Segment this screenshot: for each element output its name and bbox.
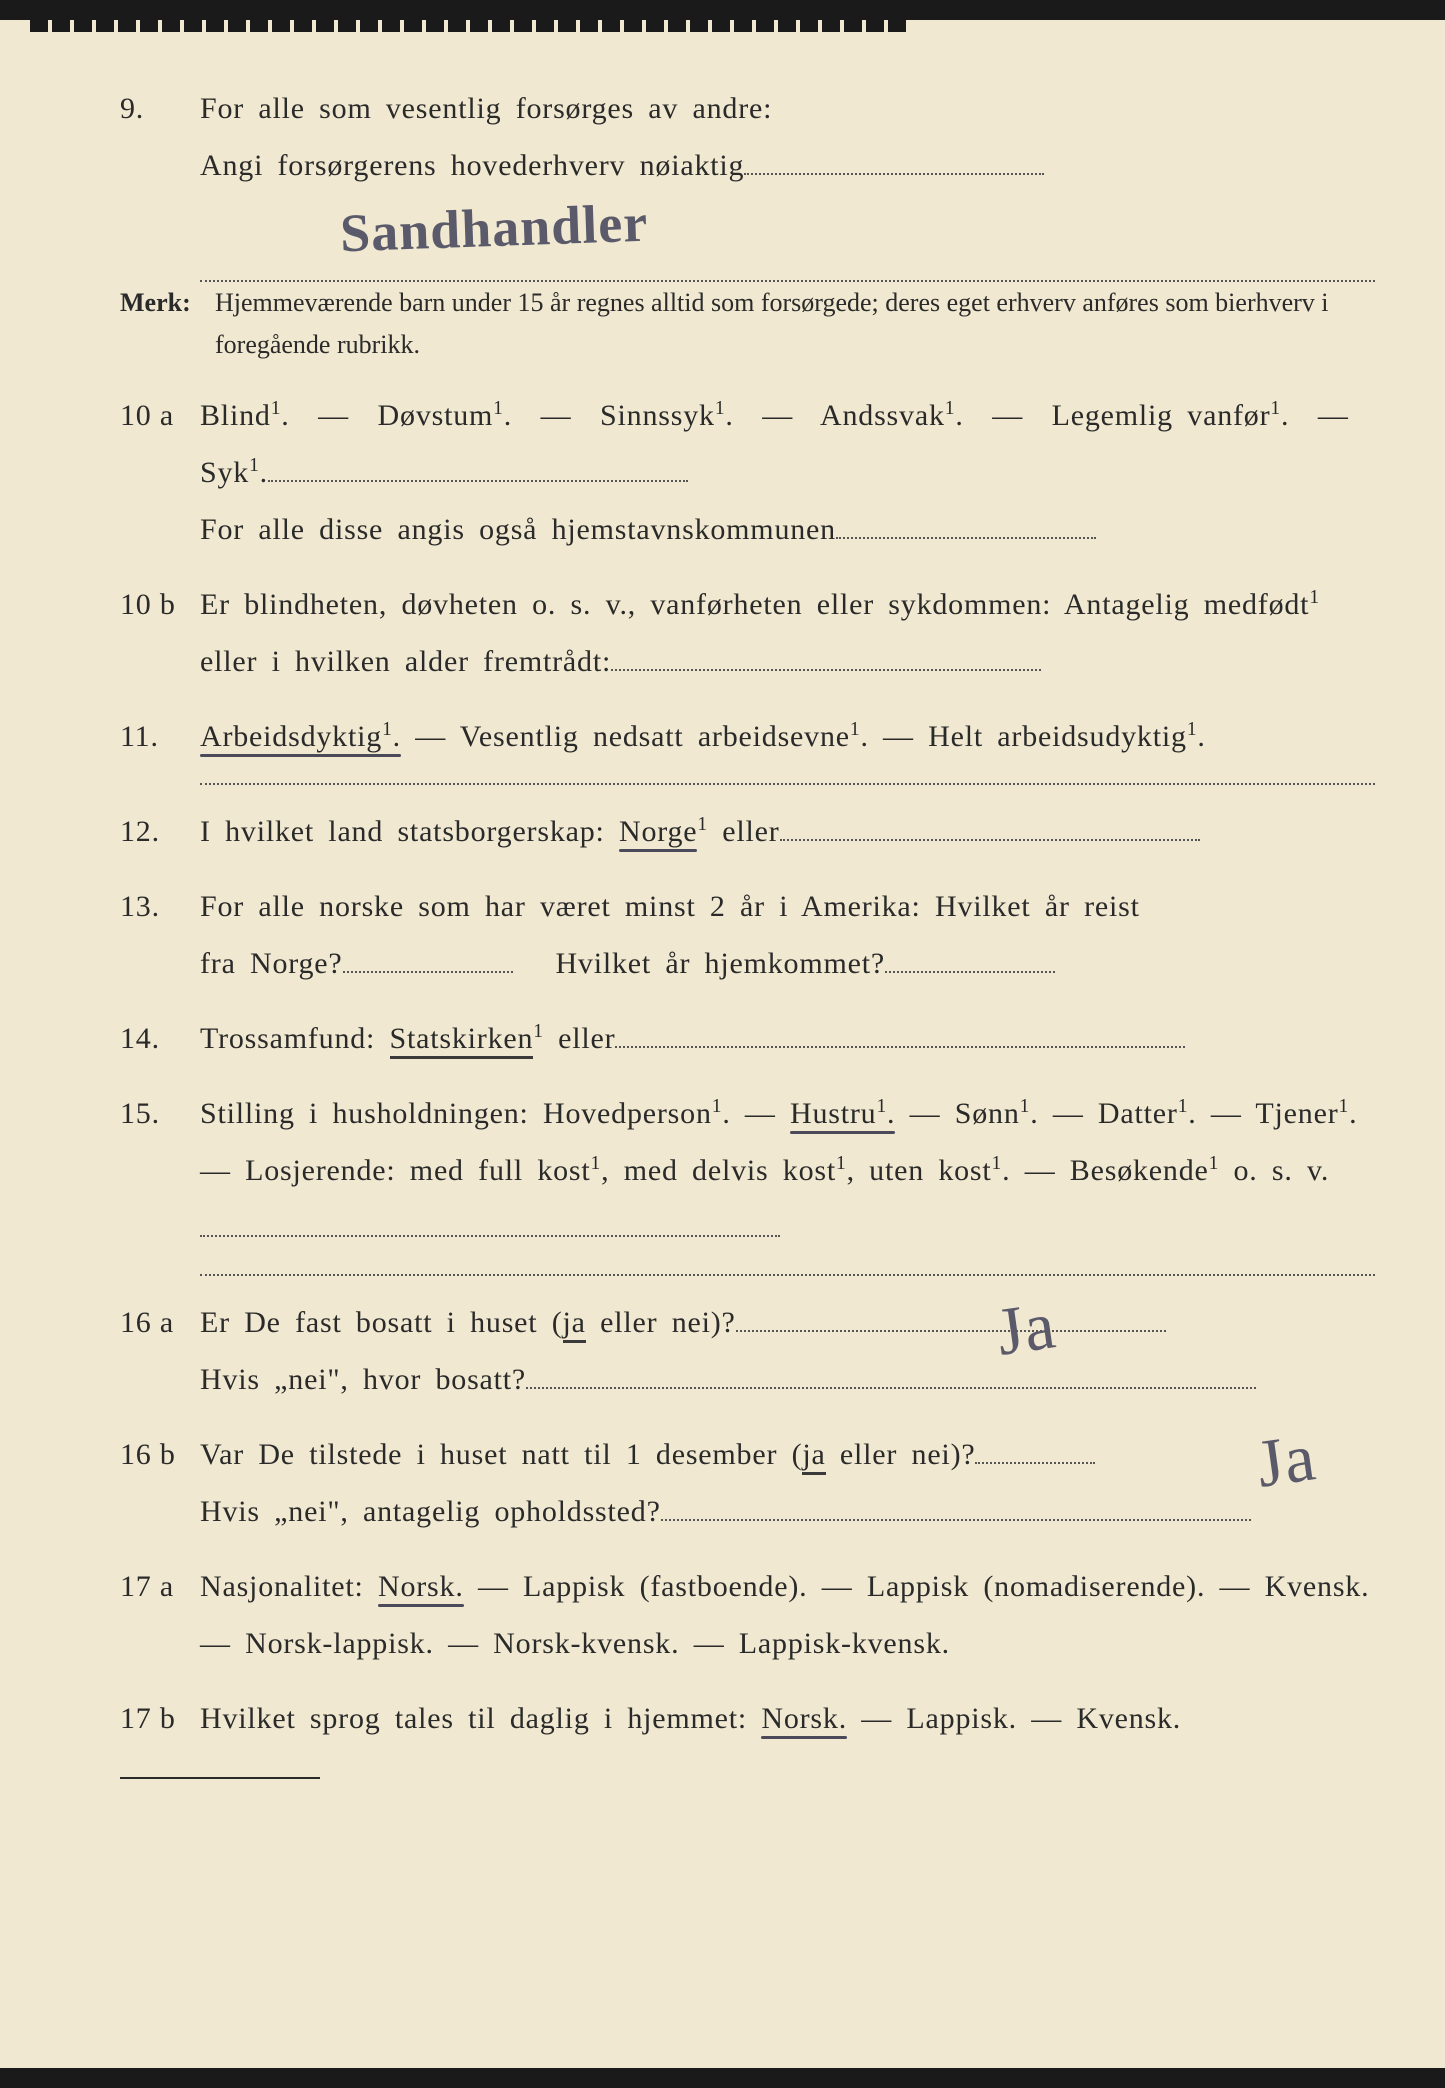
q16b-number: 16 b	[120, 1426, 200, 1540]
q12-number: 12.	[120, 803, 200, 860]
q10a-number: 10 a	[120, 387, 200, 558]
question-10b: 10 b Er blindheten, døvheten o. s. v., v…	[120, 576, 1375, 690]
q13-line2: fra Norge? Hvilket år hjemkommet?	[200, 935, 1375, 992]
question-12: 12. I hvilket land statsborgerskap: Norg…	[120, 803, 1375, 860]
q17b-number: 17 b	[120, 1690, 200, 1747]
question-16b: 16 b Var De tilstede i huset natt til 1 …	[120, 1426, 1375, 1540]
question-17a: 17 a Nasjonalitet: Norsk. — Lappisk (fas…	[120, 1558, 1375, 1672]
q12-text: I hvilket land statsborgerskap: Norge1 e…	[200, 803, 1375, 860]
q10a-options: Blind1. — Døvstum1. — Sinnssyk1. — Andss…	[200, 387, 1375, 501]
top-perforation-marks	[0, 20, 1445, 40]
q9-number: 9.	[120, 80, 200, 194]
q10b-text: Er blindheten, døvheten o. s. v., vanfør…	[200, 576, 1375, 690]
q9-answer-line: Sandhandler	[200, 212, 1375, 282]
question-15: 15. Stilling i husholdningen: Hovedperso…	[120, 1085, 1375, 1256]
q10a-line2: For alle disse angis også hjemstavnskomm…	[200, 501, 1375, 558]
q13-line1: For alle norske som har været minst 2 år…	[200, 878, 1375, 935]
q17b-text: Hvilket sprog tales til daglig i hjemmet…	[200, 1690, 1375, 1747]
q9-line1: For alle som vesentlig forsørges av andr…	[200, 80, 1375, 137]
q9-line2: Angi forsørgerens hovederhverv nøiaktig	[200, 137, 1375, 194]
q16a-number: 16 a	[120, 1294, 200, 1408]
merk-text: Hjemmeværende barn under 15 år regnes al…	[215, 282, 1375, 365]
question-17b: 17 b Hvilket sprog tales til daglig i hj…	[120, 1690, 1375, 1747]
divider-after-15	[200, 1274, 1375, 1276]
merk-label: Merk:	[120, 282, 215, 365]
q14-text: Trossamfund: Statskirken1 eller	[200, 1010, 1375, 1067]
q15-number: 15.	[120, 1085, 200, 1256]
divider-after-11	[200, 783, 1375, 785]
q16a-line1: Er De fast bosatt i huset (ja eller nei)…	[200, 1294, 1375, 1351]
question-10a: 10 a Blind1. — Døvstum1. — Sinnssyk1. — …	[120, 387, 1375, 558]
q9-handwritten-answer: Sandhandler	[339, 192, 649, 265]
q11-text: Arbeidsdyktig1. — Vesentlig nedsatt arbe…	[200, 708, 1375, 765]
question-9: 9. For alle som vesentlig forsørges av a…	[120, 80, 1375, 194]
q15-text: Stilling i husholdningen: Hovedperson1. …	[200, 1085, 1375, 1256]
q10b-number: 10 b	[120, 576, 200, 690]
q11-number: 11.	[120, 708, 200, 765]
q16a-line2: Hvis „nei", hvor bosatt?	[200, 1351, 1375, 1408]
q17a-number: 17 a	[120, 1558, 200, 1672]
q13-number: 13.	[120, 878, 200, 992]
q16b-line2: Hvis „nei", antagelig opholdssted?	[200, 1483, 1375, 1540]
census-form-page: 9. For alle som vesentlig forsørges av a…	[0, 20, 1445, 2068]
note-merk: Merk: Hjemmeværende barn under 15 år reg…	[120, 282, 1375, 365]
q17a-text: Nasjonalitet: Norsk. — Lappisk (fastboen…	[200, 1558, 1375, 1672]
footnote-divider	[120, 1777, 320, 1779]
q16b-line1: Var De tilstede i huset natt til 1 desem…	[200, 1426, 1375, 1483]
q14-number: 14.	[120, 1010, 200, 1067]
question-14: 14. Trossamfund: Statskirken1 eller	[120, 1010, 1375, 1067]
question-11: 11. Arbeidsdyktig1. — Vesentlig nedsatt …	[120, 708, 1375, 765]
question-16a: 16 a Er De fast bosatt i huset (ja eller…	[120, 1294, 1375, 1408]
question-13: 13. For alle norske som har været minst …	[120, 878, 1375, 992]
